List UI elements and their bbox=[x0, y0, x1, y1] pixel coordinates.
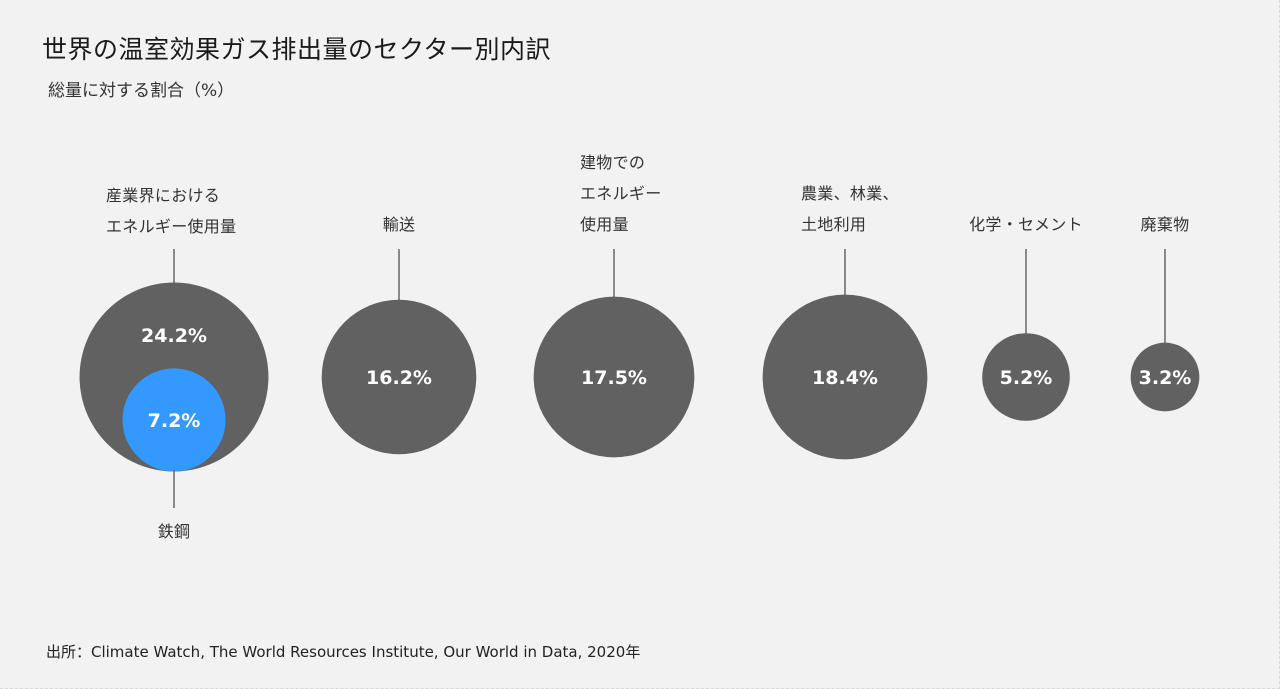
sub-bubble-value: 7.2% bbox=[148, 410, 201, 432]
sector-bubble bbox=[533, 296, 695, 458]
bubble-value: 18.4% bbox=[812, 367, 878, 389]
sector-label-line: 輸送 bbox=[382, 215, 416, 234]
sector-bubble bbox=[982, 333, 1070, 421]
sector-bubble bbox=[762, 294, 928, 460]
bubble-value: 3.2% bbox=[1139, 367, 1192, 389]
bubble-value: 17.5% bbox=[581, 367, 647, 389]
sector-label: 産業界における エネルギー使用量 bbox=[106, 180, 236, 242]
sector-label-line: 使用量 bbox=[580, 215, 629, 234]
sub-bubble-steel bbox=[122, 368, 226, 472]
sector-label-line: 土地利用 bbox=[801, 215, 867, 234]
bubble-value: 16.2% bbox=[366, 367, 432, 389]
sector-label: 化学・セメント bbox=[969, 209, 1083, 240]
bubble-value: 24.2% bbox=[141, 325, 207, 347]
chart-title: 世界の温室効果ガス排出量のセクター別内訳 bbox=[42, 35, 552, 64]
bubble-value: 5.2% bbox=[1000, 367, 1053, 389]
sector-label: 輸送 bbox=[383, 209, 416, 240]
source-note: 出所：Climate Watch, The World Resources In… bbox=[46, 643, 641, 661]
chart-subtitle: 総量に対する割合（%） bbox=[48, 81, 235, 101]
sector-label: 農業、林業、 土地利用 bbox=[801, 178, 899, 240]
sector-label: 廃棄物 bbox=[1141, 209, 1190, 240]
sector-bubble bbox=[1130, 342, 1200, 412]
sector-label-line: エネルギー使用量 bbox=[106, 217, 237, 236]
sector-label: 建物でのエネルギー使用量 bbox=[580, 147, 662, 240]
sector-label-line: 化学・セメント bbox=[969, 215, 1083, 234]
sub-label-steel: 鉄鋼 bbox=[157, 522, 191, 541]
sector-bubble bbox=[321, 299, 477, 455]
sector-label-line: エネルギー bbox=[580, 184, 662, 203]
sector-label-line: 建物での bbox=[580, 153, 646, 172]
sector-label-line: 廃棄物 bbox=[1140, 215, 1190, 234]
sector-label-line: 産業界における bbox=[106, 186, 221, 205]
sector-label-line: 農業、林業、 bbox=[801, 184, 899, 203]
